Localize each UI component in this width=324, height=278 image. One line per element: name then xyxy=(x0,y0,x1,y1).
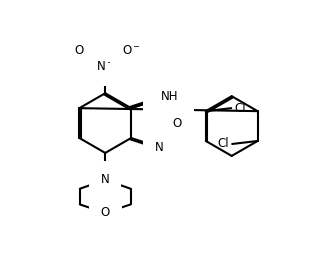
Text: NH: NH xyxy=(161,90,178,103)
Text: N: N xyxy=(155,92,164,105)
Text: Cl: Cl xyxy=(218,138,229,150)
Text: N: N xyxy=(101,173,110,186)
Text: Cl: Cl xyxy=(234,102,246,115)
Text: O: O xyxy=(74,44,84,57)
Text: O: O xyxy=(172,116,182,130)
Text: O: O xyxy=(101,207,110,219)
Text: N: N xyxy=(155,141,164,154)
Text: N$^+$: N$^+$ xyxy=(96,59,114,75)
Text: O$^-$: O$^-$ xyxy=(122,44,141,57)
